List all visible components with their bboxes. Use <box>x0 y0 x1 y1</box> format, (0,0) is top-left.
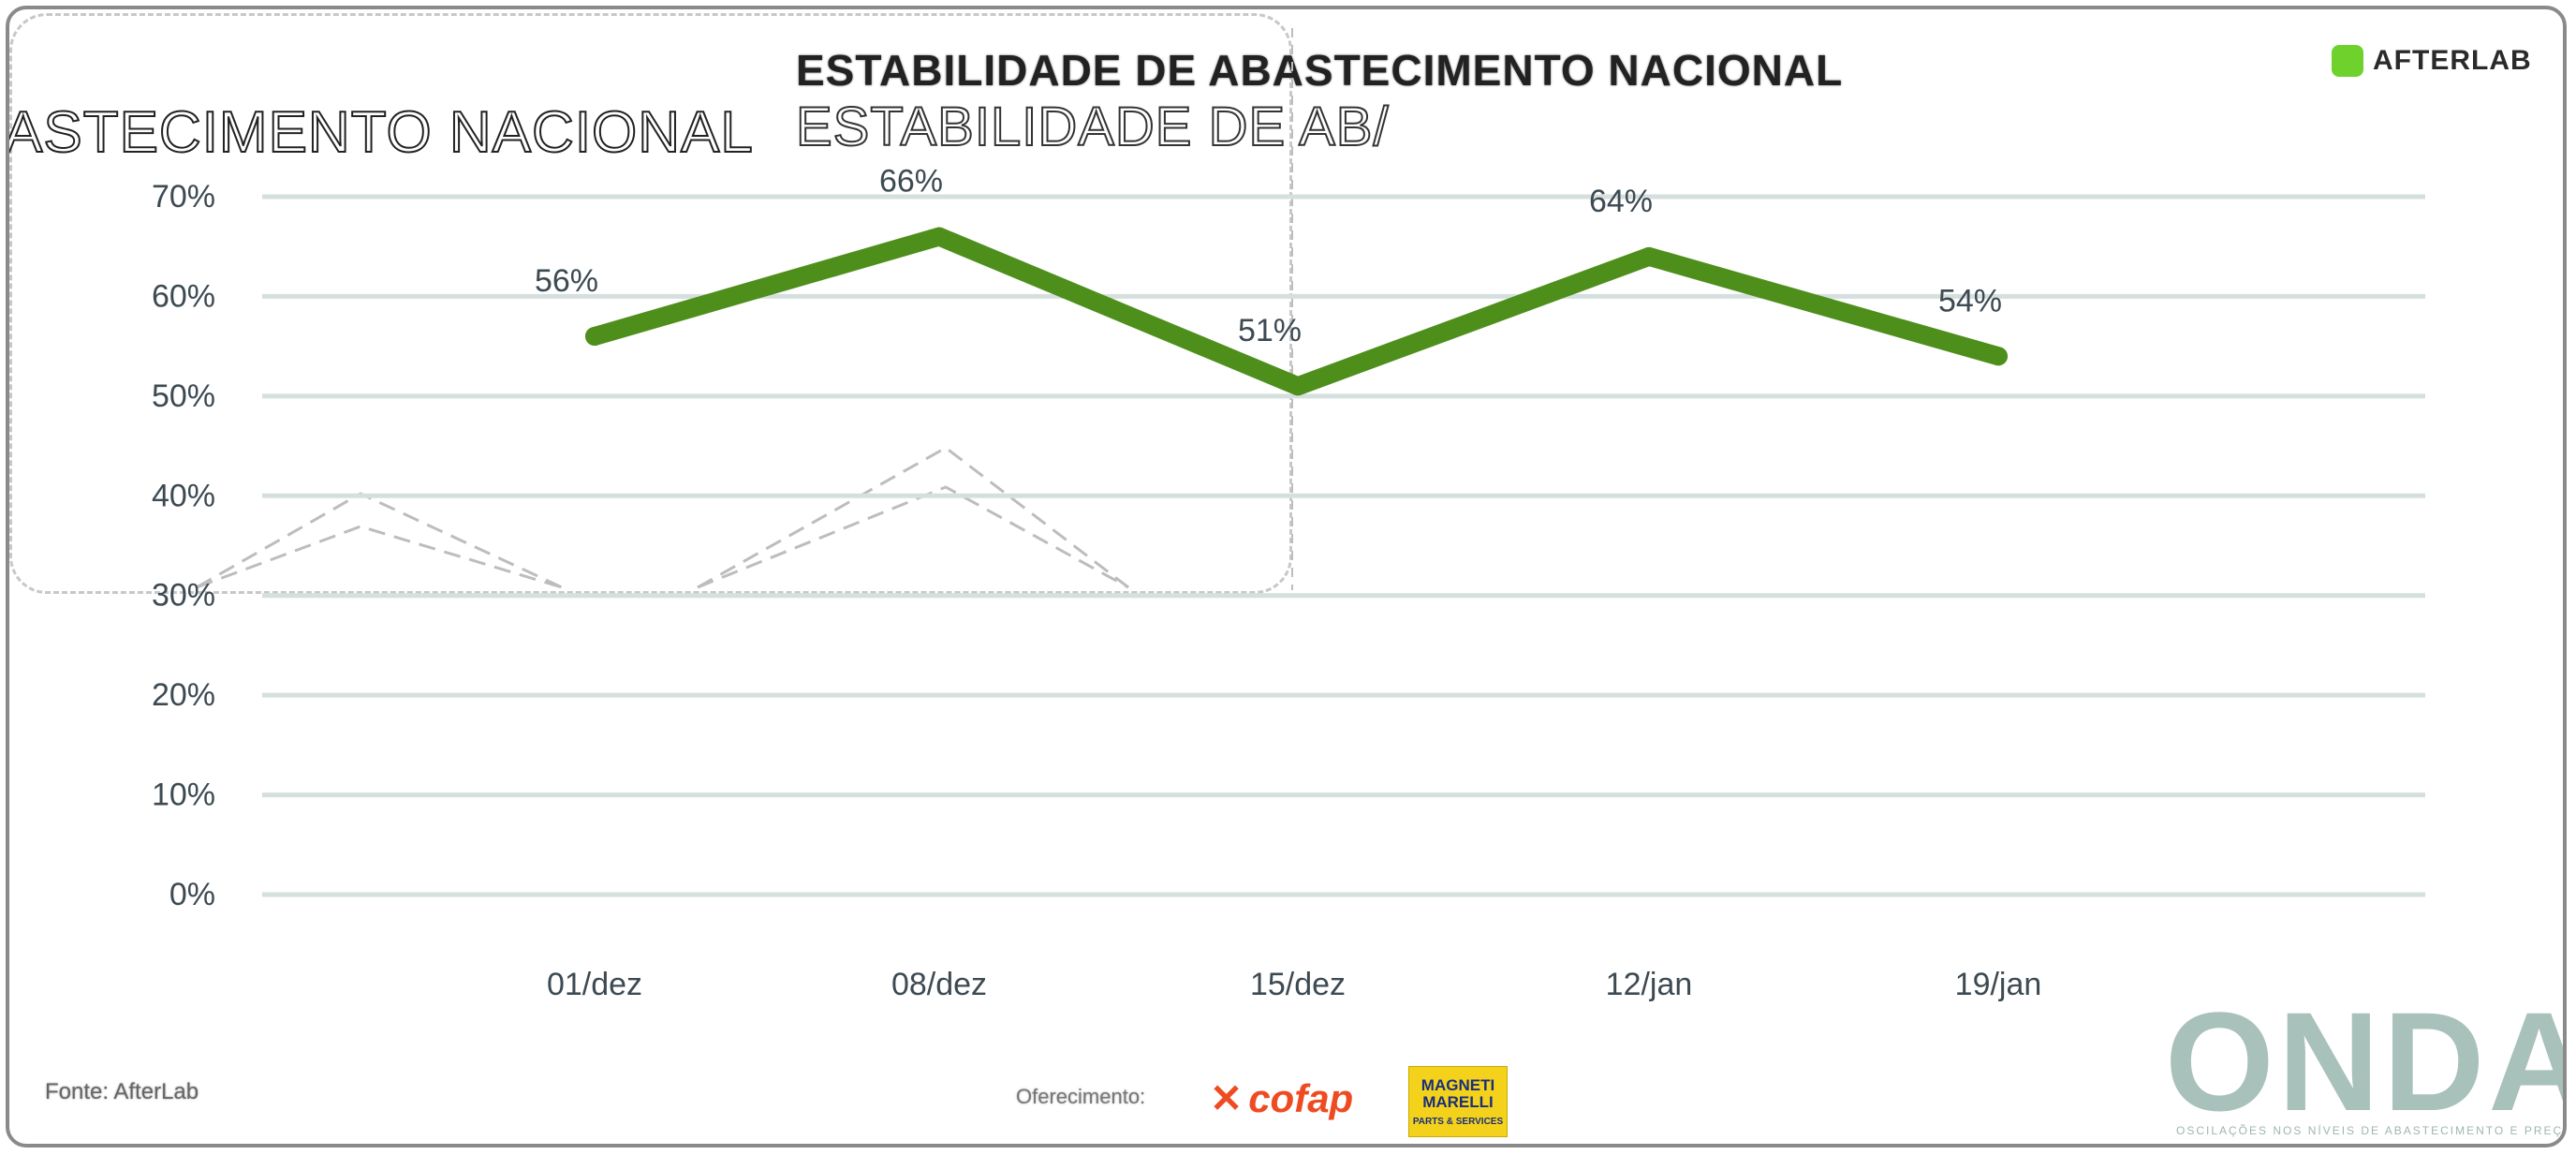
chart-frame: ASTECIMENTO NACIONAL ESTABILIDADE DE AB/… <box>6 6 2567 1148</box>
ghost-dashed-line-2 <box>697 446 1129 589</box>
x-tick-label: 15/dez <box>1250 967 1346 1002</box>
ghost-dashed-line-0 <box>196 492 563 589</box>
data-point <box>1989 347 2008 366</box>
sponsor-label: Oferecimento: <box>1016 1085 1146 1108</box>
ghost-title-mid: ESTABILIDADE DE AB/ <box>795 96 1390 158</box>
data-point <box>585 327 604 346</box>
onda-tagline: OSCILAÇÕES NOS NÍVEIS DE ABASTECIMENTO E… <box>2176 1124 2567 1137</box>
afterlab-logo-text: AFTERLAB <box>2373 45 2532 76</box>
ghost-title-left: ASTECIMENTO NACIONAL <box>6 99 754 166</box>
data-label: 54% <box>1938 283 2002 318</box>
cofap-logo-text: cofap <box>1248 1075 1354 1120</box>
magneti-marelli-logo: MAGNETI MARELLI PARTS & SERVICES <box>1408 1066 1508 1137</box>
y-tick-label: 10% <box>152 777 215 813</box>
cofap-logo: ✕ cofap <box>1210 1075 1353 1121</box>
series-line <box>585 227 2008 396</box>
afterlab-logo: AFTERLAB <box>2332 45 2532 77</box>
y-tick-label: 30% <box>152 578 215 614</box>
source-note: Fonte: AfterLab <box>45 1079 199 1104</box>
y-tick-label: 40% <box>152 478 215 513</box>
x-tick-label: 12/jan <box>1606 967 1693 1002</box>
y-tick-label: 20% <box>152 677 215 713</box>
data-label: 66% <box>879 164 943 200</box>
chart-title: ESTABILIDADE DE ABASTECIMENTO NACIONAL <box>796 46 1844 95</box>
data-label: 56% <box>535 263 598 299</box>
data-point <box>930 227 949 246</box>
y-tick-label: 60% <box>152 278 215 314</box>
data-point <box>1288 377 1307 396</box>
afterlab-mark-icon <box>2332 45 2363 77</box>
data-label: 51% <box>1238 313 1302 348</box>
y-tick-label: 0% <box>169 877 215 912</box>
ghost-overlay-box <box>9 13 1292 594</box>
data-label: 64% <box>1589 184 1653 219</box>
y-tick-label: 50% <box>152 378 215 414</box>
x-tick-label: 01/dez <box>547 967 642 1002</box>
magneti-logo-name: MAGNETI MARELLI <box>1420 1075 1495 1111</box>
y-tick-label: 70% <box>152 179 215 215</box>
x-tick-label: 08/dez <box>891 967 987 1002</box>
x-tick-label: 19/jan <box>1955 967 2042 1002</box>
ghost-dashed-line-1 <box>196 525 563 589</box>
chart-plot: 0% 10% 20% 30% 40% 50% 60% 70% 01/dez 08/dez 15/de… <box>152 28 2425 1002</box>
data-point <box>1640 246 1658 266</box>
onda-logo: ONDA <box>2165 983 2567 1140</box>
cofap-x-icon: ✕ <box>1210 1076 1244 1120</box>
ghost-dashed-line-3 <box>697 485 1129 589</box>
magneti-logo-sub: PARTS & SERVICES <box>1412 1116 1504 1127</box>
